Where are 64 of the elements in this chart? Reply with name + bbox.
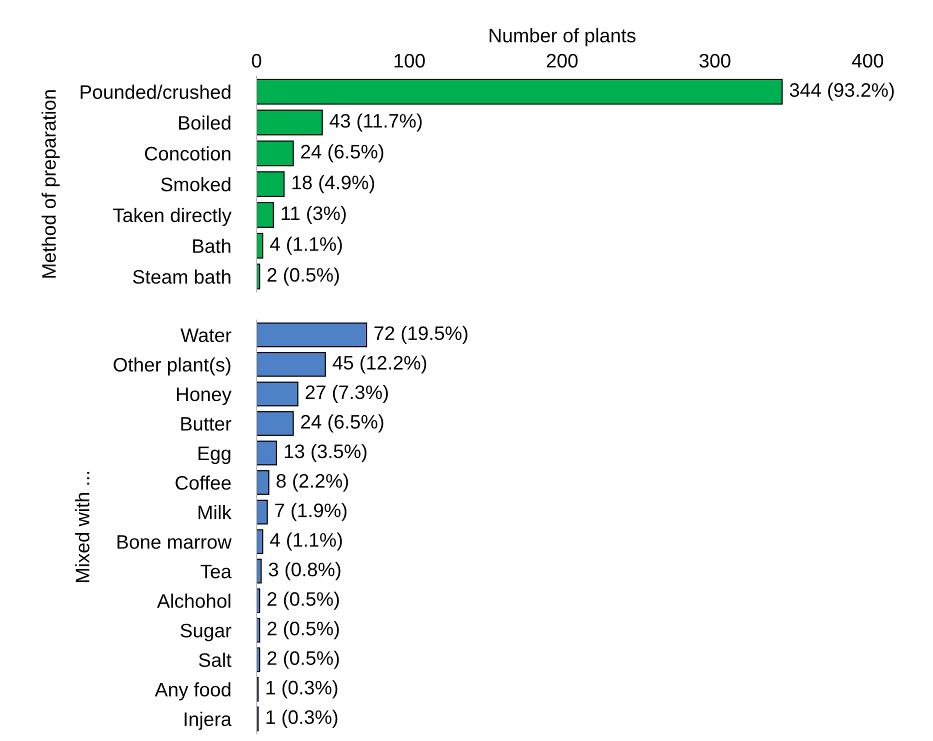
data-label: 7 (1.9%) (275, 503, 346, 522)
y-tick-label: Water (180, 328, 232, 342)
bar (256, 440, 277, 466)
x-tick-label: 300 (699, 54, 730, 68)
y-tick-label: Steam bath (133, 270, 230, 284)
bar (256, 110, 323, 136)
x-tick-label: 200 (546, 54, 578, 68)
bar (256, 382, 298, 406)
data-label: 2 (0.5%) (268, 621, 339, 640)
y-tick-label: Coffee (176, 476, 231, 490)
y-tick-label: Boiled (179, 115, 230, 130)
y-tick-label: Taken directly (113, 208, 232, 226)
data-label: 24 (6.5%) (301, 414, 384, 433)
data-label: 18 (4.9%) (292, 175, 374, 194)
y-tick-label: Sugar (180, 624, 232, 642)
bar (256, 500, 268, 524)
data-label: 27 (7.3%) (306, 384, 388, 403)
data-label: 2 (0.5%) (268, 650, 339, 669)
bar (256, 171, 285, 198)
data-label: 344 (93.2%) (790, 82, 894, 101)
x-tick-label: 0 (252, 54, 262, 68)
data-label: 11 (3%) (282, 206, 346, 224)
bar (256, 232, 264, 259)
y-tick-label: Salt (198, 652, 232, 667)
data-label: 4 (1.1%) (270, 236, 342, 255)
y-tick-label: Alchohol (157, 594, 230, 608)
x-tick-label: 400 (852, 54, 884, 68)
data-label: 43 (11.7%) (330, 113, 422, 132)
data-label: 1 (0.3%) (266, 680, 338, 698)
data-label: 24 (6.5%) (301, 144, 384, 162)
data-label: 45 (12.2%) (332, 355, 426, 374)
data-label: 13 (3.5%) (284, 444, 366, 462)
bar (256, 470, 270, 495)
x-tick-label: 100 (394, 54, 425, 68)
y-axis-title: Method of preparation (42, 90, 60, 278)
y-tick-label: Concotion (145, 146, 230, 161)
data-label: 72 (19.5%) (374, 326, 468, 344)
bar (256, 352, 326, 377)
data-label: 4 (1.1%) (270, 532, 342, 551)
y-tick-label: Honey (176, 388, 232, 406)
data-label: 3 (0.8%) (268, 562, 340, 580)
bar (256, 322, 368, 348)
data-label: 2 (0.5%) (268, 592, 339, 610)
y-tick-label: Pounded/crushed (80, 84, 230, 99)
y-tick-label: Injera (184, 712, 232, 730)
y-tick-label: Milk (198, 505, 232, 520)
y-tick-label: Butter (181, 417, 232, 431)
bar (256, 78, 783, 105)
y-tick-label: Bone marrow (118, 535, 232, 549)
bar (256, 411, 294, 436)
y-axis-title: Mixed with ... (75, 472, 90, 582)
x-axis-title: Number of plants (490, 28, 636, 46)
y-tick-label: Tea (200, 564, 232, 578)
bar (256, 529, 264, 554)
bar (256, 140, 294, 166)
y-tick-label: Bath (193, 238, 230, 253)
y-tick-label: Egg (198, 446, 230, 464)
bar (256, 202, 274, 228)
data-label: 1 (0.3%) (266, 710, 338, 728)
y-tick-label: Other plant(s) (114, 357, 230, 376)
y-tick-label: Any food (154, 682, 230, 700)
y-tick-label: Smoked (161, 177, 230, 192)
data-label: 8 (2.2%) (276, 473, 348, 492)
data-label: 2 (0.5%) (268, 267, 339, 286)
